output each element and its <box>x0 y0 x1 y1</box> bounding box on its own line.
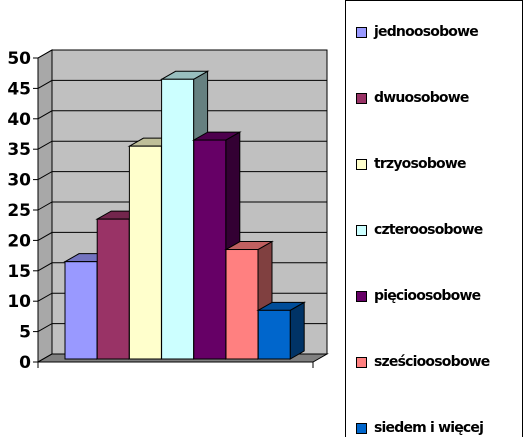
legend-label: trzyosobowe <box>374 156 467 172</box>
legend-swatch <box>356 158 367 170</box>
bar-jednoosobowe <box>64 261 98 360</box>
legend-label: sześcioosobowe <box>374 354 490 370</box>
y-tick-label: 35 <box>7 140 31 160</box>
y-tick-label: 5 <box>19 323 31 343</box>
y-tick-label: 0 <box>19 353 31 373</box>
bar-trzyosobowe <box>128 145 162 360</box>
y-tick-label: 40 <box>7 110 31 130</box>
legend-label: siedem i więcej <box>374 420 484 436</box>
gridline <box>37 79 327 89</box>
bar-dwuosobowe <box>96 218 130 360</box>
y-tick-label: 20 <box>7 231 31 251</box>
y-tick-label: 25 <box>7 201 31 221</box>
gridline <box>37 49 327 59</box>
legend-item: dwuosobowe <box>356 86 469 110</box>
y-tick-label: 10 <box>7 292 31 312</box>
legend-swatch <box>356 356 367 368</box>
legend-swatch <box>356 422 367 434</box>
legend-label: jednoosobowe <box>374 24 479 40</box>
legend-item: trzyosobowe <box>356 152 467 176</box>
legend-swatch <box>356 290 367 302</box>
y-tick-label: 30 <box>7 171 31 191</box>
legend-label: dwuosobowe <box>374 90 469 106</box>
legend-item: czteroosobowe <box>356 218 483 242</box>
legend-swatch <box>356 224 367 236</box>
legend-item: jednoosobowe <box>356 20 479 44</box>
bar-side-siedem-i-więcej <box>289 301 305 360</box>
y-tick-label: 50 <box>7 49 31 69</box>
legend: jednoosobowe dwuosobowe trzyosobowe czteroo… <box>345 0 523 437</box>
y-tick-label: 15 <box>7 262 31 282</box>
y-tick-label: 45 <box>7 79 31 99</box>
legend-item: pięcioosobowe <box>356 284 481 308</box>
gridline <box>37 110 327 120</box>
legend-item: siedem i więcej <box>356 416 484 440</box>
legend-label: pięcioosobowe <box>374 288 481 304</box>
legend-item: sześcioosobowe <box>356 350 490 374</box>
bar-siedem-i-więcej <box>257 309 291 360</box>
bar-sześcioosobowe <box>225 249 259 360</box>
bar-pięcioosobowe <box>193 139 227 360</box>
legend-swatch <box>356 26 367 38</box>
legend-swatch <box>356 92 367 104</box>
legend-label: czteroosobowe <box>374 222 483 238</box>
bar-czteroosobowe <box>161 78 195 360</box>
